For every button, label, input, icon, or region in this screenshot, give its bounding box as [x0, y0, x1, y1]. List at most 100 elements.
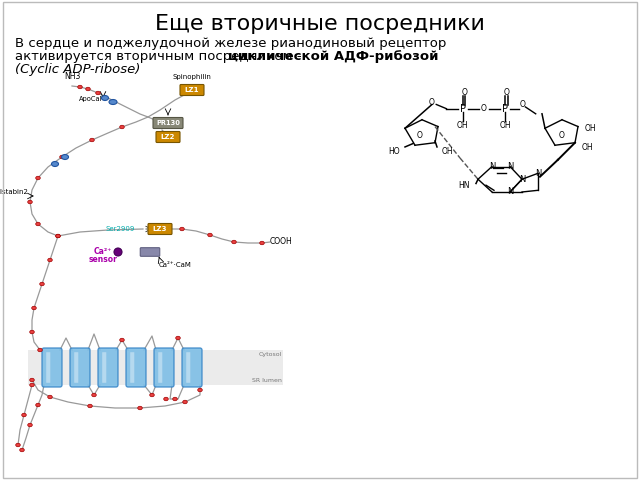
- Text: ApoCaM: ApoCaM: [79, 96, 107, 102]
- Ellipse shape: [38, 348, 42, 352]
- Text: OH: OH: [457, 121, 468, 130]
- Ellipse shape: [138, 406, 142, 410]
- Text: N: N: [535, 169, 541, 178]
- FancyBboxPatch shape: [102, 352, 106, 383]
- FancyBboxPatch shape: [154, 348, 174, 387]
- Ellipse shape: [61, 155, 68, 159]
- Text: OH: OH: [499, 121, 511, 130]
- Text: активируется вторичным посредником -: активируется вторичным посредником -: [15, 50, 306, 63]
- Ellipse shape: [88, 404, 92, 408]
- FancyBboxPatch shape: [42, 348, 62, 387]
- Ellipse shape: [28, 423, 32, 427]
- Ellipse shape: [120, 338, 124, 342]
- FancyBboxPatch shape: [180, 84, 204, 96]
- FancyBboxPatch shape: [98, 348, 118, 387]
- Ellipse shape: [208, 233, 212, 237]
- Ellipse shape: [173, 397, 177, 401]
- Ellipse shape: [183, 400, 188, 404]
- FancyBboxPatch shape: [126, 348, 146, 387]
- Ellipse shape: [48, 258, 52, 262]
- Ellipse shape: [36, 403, 40, 407]
- Ellipse shape: [51, 161, 58, 167]
- FancyBboxPatch shape: [46, 352, 51, 383]
- Text: N: N: [507, 188, 513, 196]
- Text: Cytosol: Cytosol: [259, 352, 282, 357]
- Ellipse shape: [28, 200, 32, 204]
- Ellipse shape: [29, 378, 35, 382]
- Ellipse shape: [164, 397, 168, 401]
- FancyBboxPatch shape: [156, 132, 180, 143]
- Text: LZ2: LZ2: [161, 134, 175, 140]
- FancyBboxPatch shape: [158, 352, 163, 383]
- Ellipse shape: [29, 383, 35, 387]
- Ellipse shape: [109, 99, 117, 105]
- Text: sensor: sensor: [88, 254, 117, 264]
- FancyBboxPatch shape: [153, 118, 183, 129]
- Text: O: O: [504, 88, 509, 97]
- Text: O: O: [520, 100, 526, 109]
- Text: N: N: [519, 175, 525, 184]
- Text: LZ1: LZ1: [185, 87, 199, 93]
- Text: В сердце и поджелудочной железе рианодиновый рецептор: В сердце и поджелудочной железе рианодин…: [15, 37, 446, 50]
- Text: O: O: [559, 131, 565, 140]
- Ellipse shape: [20, 448, 24, 452]
- Ellipse shape: [36, 222, 40, 226]
- Ellipse shape: [22, 413, 26, 417]
- Ellipse shape: [92, 393, 96, 397]
- Ellipse shape: [232, 240, 236, 244]
- Text: O: O: [417, 131, 423, 140]
- Text: Calstabin2: Calstabin2: [0, 189, 28, 195]
- Ellipse shape: [180, 227, 184, 231]
- Text: NH3: NH3: [64, 72, 80, 81]
- Ellipse shape: [176, 336, 180, 340]
- Ellipse shape: [36, 176, 40, 180]
- Ellipse shape: [96, 91, 100, 95]
- Text: O: O: [429, 98, 435, 107]
- Ellipse shape: [260, 241, 264, 245]
- Ellipse shape: [56, 234, 60, 238]
- Text: (Cyclic ADP-ribose): (Cyclic ADP-ribose): [15, 63, 140, 76]
- Text: Ser2909: Ser2909: [106, 226, 134, 232]
- Ellipse shape: [40, 282, 44, 286]
- FancyBboxPatch shape: [148, 224, 172, 235]
- Ellipse shape: [102, 96, 109, 100]
- Ellipse shape: [77, 85, 83, 89]
- Ellipse shape: [48, 395, 52, 399]
- Ellipse shape: [150, 393, 154, 397]
- Text: Еще вторичные посредники: Еще вторичные посредники: [155, 14, 485, 34]
- FancyBboxPatch shape: [182, 348, 202, 387]
- Text: P: P: [460, 104, 466, 114]
- Text: OH: OH: [582, 144, 594, 152]
- Ellipse shape: [86, 87, 90, 91]
- Text: O: O: [481, 104, 487, 113]
- FancyBboxPatch shape: [186, 352, 190, 383]
- Text: PR130: PR130: [156, 120, 180, 126]
- Ellipse shape: [114, 248, 122, 256]
- Ellipse shape: [56, 234, 60, 238]
- Text: Ca²⁺·CaM: Ca²⁺·CaM: [159, 262, 191, 268]
- Text: COOH: COOH: [270, 238, 292, 247]
- Ellipse shape: [16, 443, 20, 447]
- Text: SR lumen: SR lumen: [252, 378, 282, 383]
- Text: HO: HO: [388, 147, 400, 156]
- Text: Ca²⁺: Ca²⁺: [94, 248, 112, 256]
- Text: HN: HN: [458, 180, 470, 190]
- Ellipse shape: [198, 388, 202, 392]
- Text: OH: OH: [585, 124, 596, 133]
- Text: N: N: [489, 162, 495, 171]
- Ellipse shape: [60, 155, 64, 159]
- Ellipse shape: [29, 330, 35, 334]
- Text: циклической АДФ-рибозой: циклической АДФ-рибозой: [228, 50, 438, 63]
- Text: P: P: [502, 104, 508, 114]
- FancyBboxPatch shape: [70, 348, 90, 387]
- Text: Spinophilin: Spinophilin: [173, 74, 211, 80]
- Text: N: N: [507, 162, 513, 171]
- Text: O: O: [461, 88, 467, 97]
- Bar: [28, 350, 283, 385]
- Ellipse shape: [32, 306, 36, 310]
- FancyBboxPatch shape: [74, 352, 78, 383]
- FancyBboxPatch shape: [140, 248, 160, 256]
- FancyBboxPatch shape: [130, 352, 134, 383]
- Text: LZ3: LZ3: [153, 226, 167, 232]
- Ellipse shape: [90, 138, 94, 142]
